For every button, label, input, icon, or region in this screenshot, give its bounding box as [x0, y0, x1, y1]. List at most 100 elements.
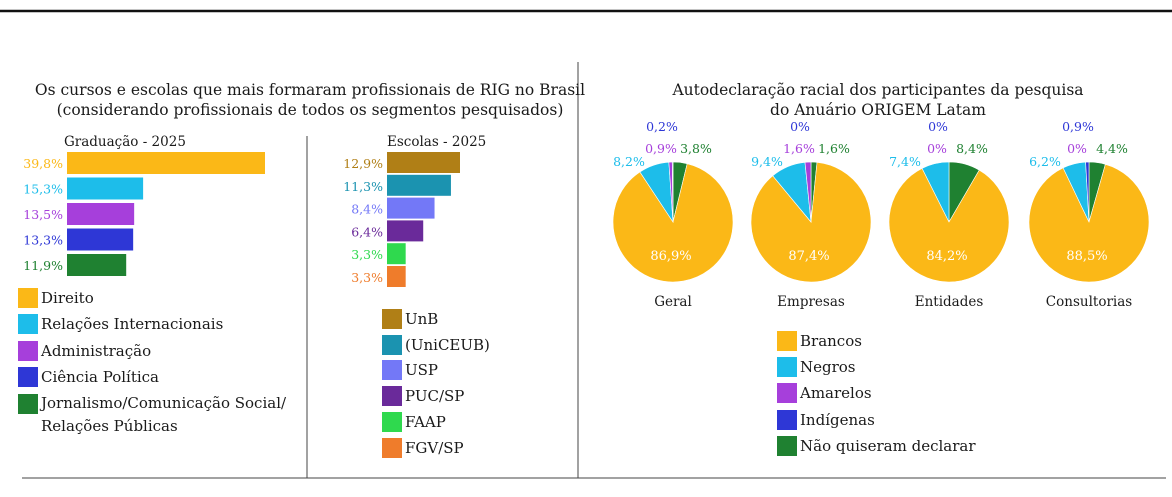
legend-label: Indígenas	[800, 411, 875, 429]
pie-value-label: 0,2%	[646, 119, 678, 134]
legend-swatch	[382, 360, 402, 380]
legend-label-block: Jornalismo/Comunicação Social/ Relações …	[41, 392, 286, 438]
legend-label: (UniCEUB)	[405, 336, 490, 354]
legend-label: Negros	[800, 358, 856, 376]
left-title: Os cursos e escolas que mais formaram pr…	[20, 80, 600, 120]
legend-item-nao-declarar: Não quiseram declarar	[777, 436, 976, 456]
pie-value-label: 7,4%	[889, 154, 921, 169]
pie-value-label: 1,6%	[783, 141, 815, 156]
pie-value-label: 0,9%	[645, 141, 677, 156]
pie-value-label: 0%	[928, 119, 948, 134]
pie-slice	[1028, 163, 1150, 283]
legend-item-administracao: Administração	[18, 341, 151, 361]
legend-swatch	[18, 367, 38, 387]
legend-label: PUC/SP	[405, 387, 465, 405]
bar-value-label: 3,3%	[351, 270, 383, 285]
legend-label-line1: Jornalismo/Comunicação Social/	[41, 394, 287, 412]
legend-item-ciencia-politica: Ciência Política	[18, 367, 159, 387]
legend-item-faap: FAAP	[382, 412, 446, 432]
pie-slice	[804, 161, 812, 223]
pie-value-label: 87,4%	[788, 249, 829, 264]
legend-swatch	[777, 331, 797, 351]
legend-label: Brancos	[800, 332, 862, 350]
legend-item-unb: UnB	[382, 309, 438, 329]
pie-value-label: 9,4%	[751, 154, 783, 169]
legend-label: USP	[405, 361, 439, 379]
pie-value-label: 88,5%	[1066, 249, 1107, 264]
left-title-line2: (considerando profissionais de todos os …	[56, 101, 564, 119]
pie-value-label: 0%	[790, 119, 810, 134]
right-title: Autodeclaração racial dos participantes …	[588, 80, 1168, 120]
legend-item-fgv-sp: FGV/SP	[382, 438, 464, 458]
pie-value-label: 8,2%	[613, 154, 645, 169]
legend-label: Não quiseram declarar	[800, 437, 976, 455]
legend-item-negros: Negros	[777, 357, 856, 377]
pie-value-label: 4,4%	[1096, 141, 1128, 156]
right-title-line2: do Anuário ORIGEM Latam	[770, 101, 986, 119]
legend-swatch	[18, 394, 38, 414]
bar-graduacao	[67, 228, 134, 251]
legend-swatch	[382, 386, 402, 406]
legend-label: Direito	[41, 289, 94, 307]
pie-value-label: 1,6%	[818, 141, 850, 156]
bar-escolas	[387, 243, 406, 265]
bar-graduacao	[67, 177, 144, 200]
pie-value-label: 6,2%	[1029, 154, 1061, 169]
right-title-line1: Autodeclaração racial dos participantes …	[672, 81, 1084, 99]
pie-slice	[612, 163, 734, 283]
left-title-line1: Os cursos e escolas que mais formaram pr…	[34, 81, 586, 99]
pie-slice	[671, 161, 674, 223]
bar-value-label: 15,3%	[23, 182, 63, 197]
bar-value-label: 11,9%	[23, 258, 63, 273]
bar-escolas	[387, 197, 435, 219]
pie-value-label: 86,9%	[650, 249, 691, 264]
pie-slice	[1085, 161, 1090, 223]
pie-value-label: 84,2%	[926, 249, 967, 264]
legend-label: Relações Internacionais	[41, 315, 224, 333]
legend-swatch	[777, 357, 797, 377]
legend-swatch	[382, 438, 402, 458]
legend-label: Administração	[41, 342, 152, 360]
bar-graduacao	[67, 254, 127, 276]
bar-value-label: 13,3%	[23, 233, 63, 248]
legend-item-uniceub: (UniCEUB)	[382, 335, 490, 355]
bar-value-label: 12,9%	[343, 156, 383, 171]
legend-swatch	[382, 309, 402, 329]
legend-item-relacoes-internacionais: Relações Internacionais	[18, 314, 223, 334]
bar-graduacao	[67, 203, 135, 225]
legend-swatch	[18, 288, 38, 308]
legend-swatch	[18, 314, 38, 334]
bar-escolas	[387, 174, 451, 196]
bar-value-label: 3,3%	[351, 247, 383, 262]
pie-series-name: Entidades	[915, 294, 984, 310]
pie-series-name: Geral	[654, 294, 692, 310]
bar-graduacao	[67, 152, 265, 174]
legend-swatch	[777, 383, 797, 403]
legend-item-puc-sp: PUC/SP	[382, 386, 464, 406]
legend-swatch	[777, 410, 797, 430]
bar-value-label: 13,5%	[23, 207, 63, 222]
pie-slice	[888, 167, 1010, 283]
legend-item-direito: Direito	[18, 288, 94, 308]
bar-value-label: 6,4%	[351, 224, 383, 239]
bar-value-label: 8,4%	[351, 202, 383, 217]
legend-label: FAAP	[405, 413, 446, 431]
bar-value-label: 39,8%	[23, 156, 63, 171]
graduacao-subtitle: Graduação - 2025	[64, 134, 186, 150]
pie-series-name: Consultorias	[1046, 294, 1132, 310]
bar-escolas	[387, 220, 424, 242]
legend-swatch	[382, 335, 402, 355]
pie-value-label: 0%	[1067, 141, 1087, 156]
pie-series-name: Empresas	[777, 294, 845, 310]
legend-item-usp: USP	[382, 360, 438, 380]
pie-value-label: 3,8%	[680, 141, 712, 156]
pie-value-label: 0,9%	[1062, 119, 1094, 134]
legend-item-jornalismo: Jornalismo/Comunicação Social/ Relações …	[18, 392, 286, 438]
legend-swatch	[18, 341, 38, 361]
escolas-subtitle: Escolas - 2025	[387, 134, 487, 150]
pie-slice	[921, 161, 950, 223]
bar-escolas	[387, 266, 406, 287]
legend-item-amarelos: Amarelos	[777, 383, 872, 403]
